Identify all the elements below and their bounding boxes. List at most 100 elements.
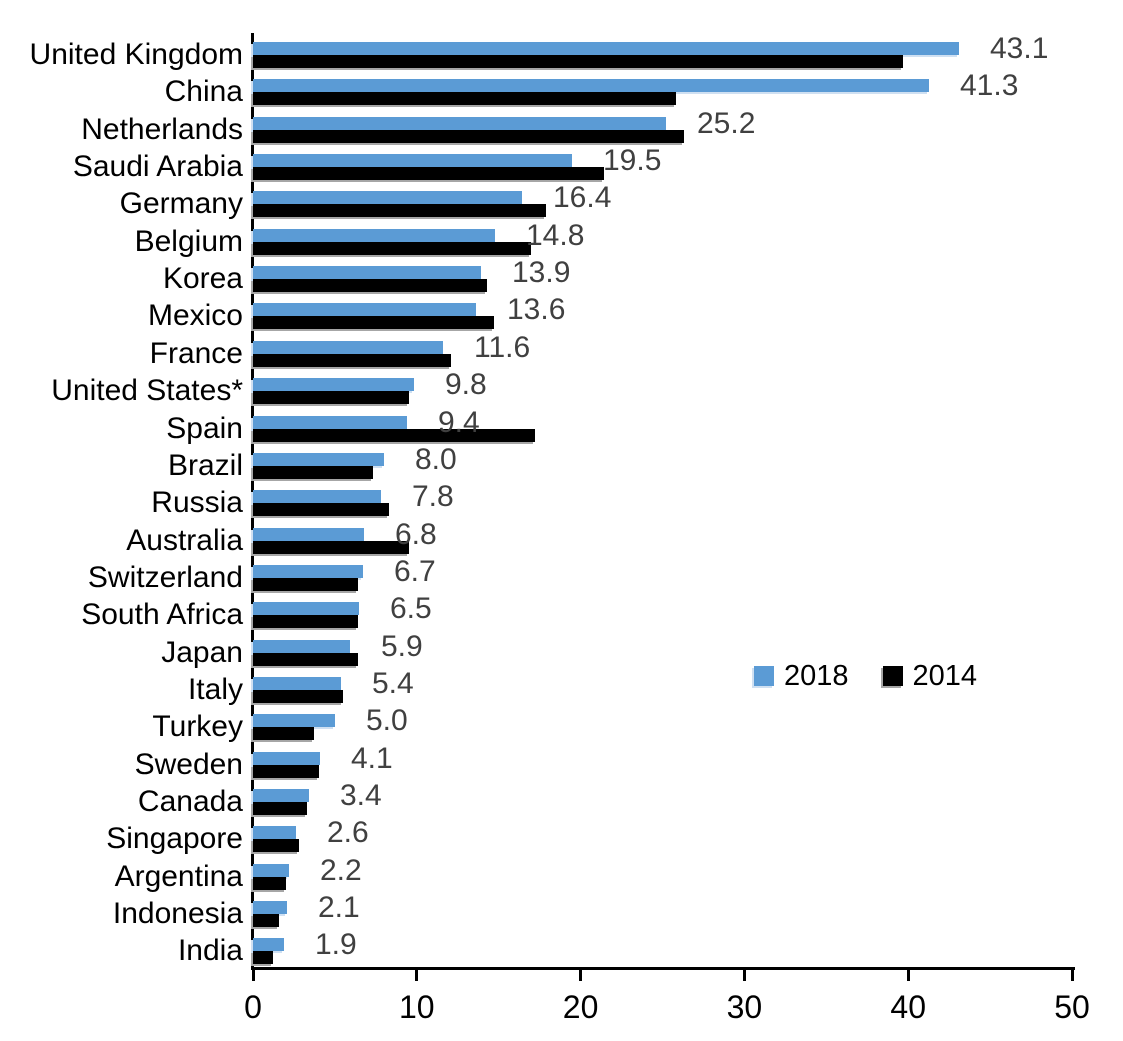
category-label: Switzerland [87, 560, 243, 594]
value-label: 8.0 [415, 442, 457, 476]
x-tick-label: 0 [244, 989, 262, 1025]
x-tick-label: 10 [399, 989, 435, 1025]
value-label: 2.6 [327, 816, 369, 850]
bar-2018 [253, 340, 443, 354]
value-label: 6.5 [390, 592, 432, 626]
value-label: 5.4 [372, 666, 414, 700]
bar-2018 [253, 676, 341, 690]
x-tick-mark [251, 970, 255, 981]
bar-2018 [253, 751, 320, 765]
bar-2014 [253, 764, 319, 778]
x-tick-mark [742, 970, 746, 981]
value-label: 43.1 [990, 32, 1049, 65]
value-label: 9.8 [445, 368, 487, 402]
bar-2018 [253, 116, 666, 130]
bar-2018 [253, 79, 929, 93]
x-tick-mark [906, 970, 910, 981]
bar-2014 [253, 876, 286, 890]
value-label: 19.5 [603, 144, 662, 178]
bar-2014 [253, 689, 343, 703]
bar-2014 [253, 55, 903, 68]
bar-2014 [253, 167, 604, 181]
bar-2018 [253, 490, 381, 504]
x-tick-label: 20 [562, 989, 599, 1025]
category-label: United States* [51, 374, 243, 408]
category-label: Russia [151, 486, 243, 520]
value-label: 2.2 [320, 853, 362, 887]
bar-2018 [253, 564, 363, 578]
bar-2018 [253, 789, 309, 802]
category-label: Belgium [134, 224, 243, 258]
category-label: China [164, 75, 243, 109]
category-label: Australia [126, 523, 243, 557]
bar-2014 [253, 615, 358, 629]
category-label: India [177, 934, 243, 968]
value-label: 5.9 [381, 629, 423, 663]
bar-2014 [253, 503, 389, 517]
bar-2018 [253, 42, 959, 55]
x-tick-label: 30 [726, 989, 763, 1025]
category-label: Japan [161, 635, 243, 669]
category-label: Turkey [152, 710, 243, 744]
legend-swatch-2018 [754, 666, 774, 686]
y-axis-line [251, 33, 254, 970]
bar-2018 [253, 602, 359, 616]
category-label: Singapore [106, 822, 243, 856]
bar-2018 [253, 378, 414, 392]
category-label: Saudi Arabia [72, 150, 243, 184]
bar-2018 [253, 826, 296, 840]
category-label: Italy [187, 672, 243, 706]
category-label: Spain [166, 411, 243, 445]
bar-2018 [253, 527, 364, 541]
category-label: Mexico [147, 299, 243, 333]
category-label: Argentina [114, 859, 243, 893]
value-label: 6.7 [394, 554, 436, 588]
value-label: 6.8 [395, 517, 437, 551]
bar-2018 [253, 228, 495, 242]
value-label: 25.2 [697, 106, 756, 140]
bar-2018 [253, 154, 572, 168]
category-label: Netherlands [81, 112, 243, 146]
value-label: 41.3 [960, 69, 1019, 103]
value-label: 1.9 [315, 928, 357, 962]
x-axis-line [251, 967, 1075, 970]
bar-2014 [253, 279, 487, 293]
category-label: Germany [119, 187, 243, 221]
category-label: South Africa [81, 598, 243, 632]
x-tick-mark [415, 970, 419, 981]
x-tick-label: 50 [1054, 989, 1090, 1025]
bar-2018 [253, 303, 476, 317]
bar-2014 [253, 540, 409, 554]
category-label: Brazil [167, 448, 243, 482]
value-label: 5.0 [366, 704, 408, 738]
bar-2014 [253, 465, 373, 479]
value-label: 3.4 [340, 779, 382, 812]
bar-2014 [253, 951, 273, 965]
bar-2014 [253, 914, 279, 928]
x-tick-mark [1070, 970, 1074, 981]
x-tick-label: 40 [890, 989, 926, 1025]
value-label: 16.4 [553, 181, 612, 215]
bar-2018 [253, 938, 284, 952]
bar-2014 [253, 129, 684, 143]
bar-2018 [253, 901, 287, 915]
legend: 2018 2014 [754, 661, 977, 691]
value-label: 9.4 [438, 405, 480, 439]
legend-swatch-2014 [882, 666, 903, 686]
bar-2014 [253, 316, 494, 330]
bar-2014 [253, 577, 358, 591]
value-label: 7.8 [412, 480, 454, 514]
bar-2014 [253, 839, 299, 853]
bar-2018 [253, 191, 522, 205]
bar-2018 [253, 452, 384, 466]
bar-2018 [253, 266, 481, 280]
value-label: 2.1 [318, 891, 360, 925]
category-label: Sweden [134, 747, 243, 781]
bar-2014 [253, 652, 358, 666]
category-label: Korea [162, 262, 243, 296]
value-label: 11.6 [474, 330, 531, 364]
value-label: 4.1 [351, 741, 393, 775]
legend-entry-2018: 2018 [754, 661, 849, 691]
legend-label-2014: 2014 [912, 660, 978, 692]
